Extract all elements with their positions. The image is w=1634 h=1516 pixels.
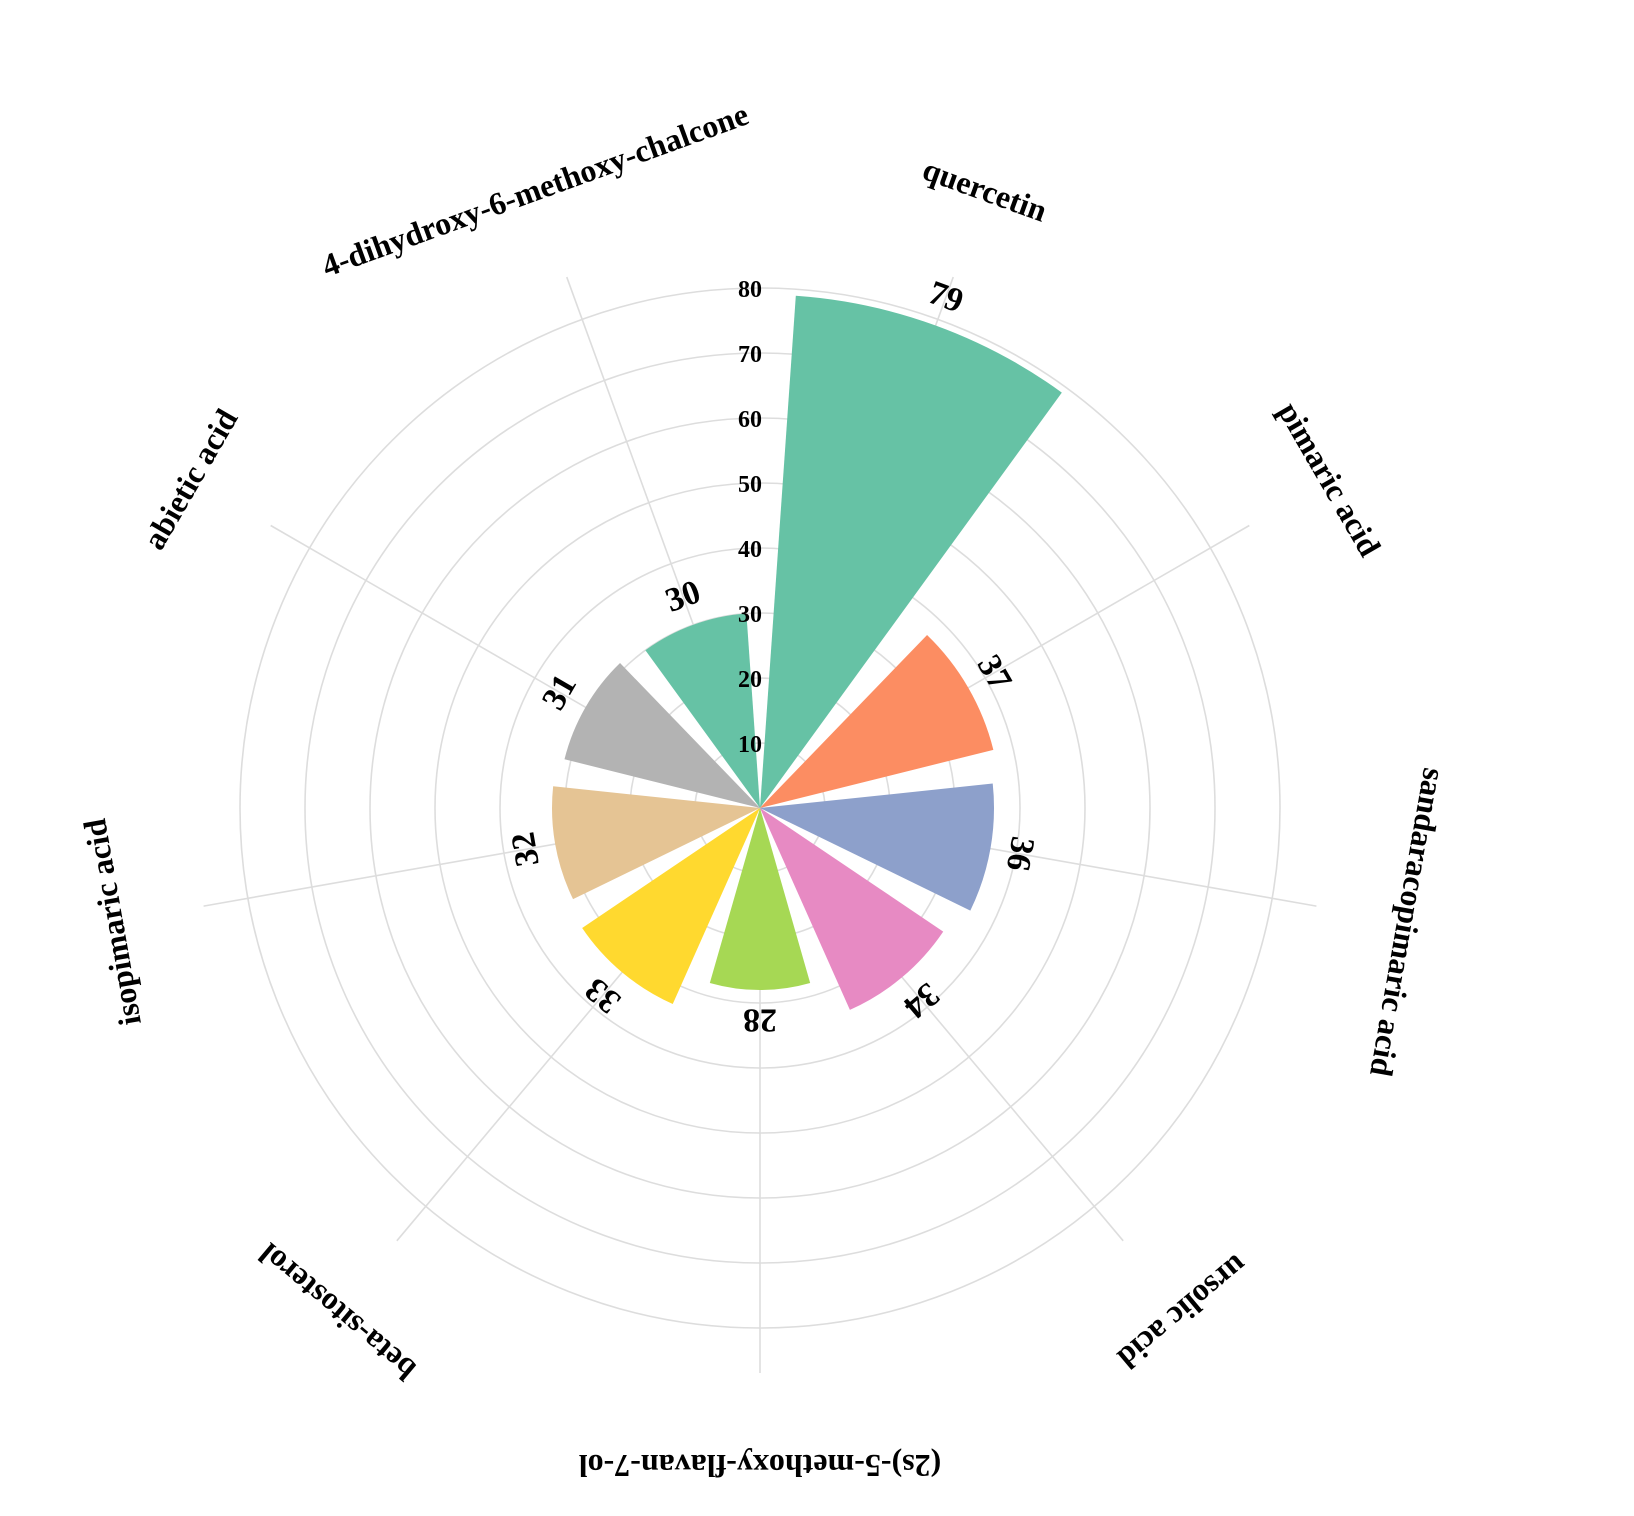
polar-bar xyxy=(582,808,760,1004)
value-label: 34 xyxy=(896,975,946,1025)
category-label: pimaric acid xyxy=(1271,396,1388,563)
category-label: beta-sitosterol xyxy=(251,1236,422,1388)
category-label: 4-dihydroxy-6-methoxy-chalcone xyxy=(317,96,753,284)
radial-tick-label: 30 xyxy=(738,602,762,628)
polar-bar xyxy=(645,613,760,808)
category-label: (2s)-5-methoxy-flavan-7-ol xyxy=(579,1448,942,1484)
polar-bar xyxy=(552,786,760,900)
polar-bar xyxy=(760,635,994,808)
radial-tick-label: 60 xyxy=(738,407,762,433)
category-label: abietic acid xyxy=(136,402,245,555)
polar-bar xyxy=(564,663,760,808)
value-label: 31 xyxy=(535,668,584,716)
radial-tick-label: 50 xyxy=(738,472,762,498)
value-label: 28 xyxy=(743,1002,777,1039)
value-label: 79 xyxy=(924,274,969,320)
value-label: 32 xyxy=(504,829,546,869)
polar-bar xyxy=(760,808,944,1010)
category-label: sandaracopimaric acid xyxy=(1363,766,1453,1080)
radial-tick-label: 20 xyxy=(738,667,762,693)
category-label: ursolic acid xyxy=(1111,1248,1255,1377)
value-label: 36 xyxy=(999,834,1041,874)
bars-layer xyxy=(552,295,1062,1010)
value-label: 30 xyxy=(661,573,706,619)
category-label: quercetin xyxy=(918,151,1052,229)
radial-ticks-layer: 10 20 30 40 50 60 70 80 xyxy=(738,277,762,758)
polar-bar xyxy=(760,295,1062,808)
category-label: isopimaric acid xyxy=(76,816,148,1028)
polar-bar xyxy=(709,808,811,991)
value-label: 33 xyxy=(578,970,628,1020)
radial-tick-label: 80 xyxy=(738,277,762,303)
value-label: 37 xyxy=(970,649,1019,697)
radial-tick-label: 40 xyxy=(738,537,762,563)
polar-bar xyxy=(760,783,995,911)
radial-tick-label: 10 xyxy=(738,732,762,758)
radial-tick-label: 70 xyxy=(738,342,762,368)
